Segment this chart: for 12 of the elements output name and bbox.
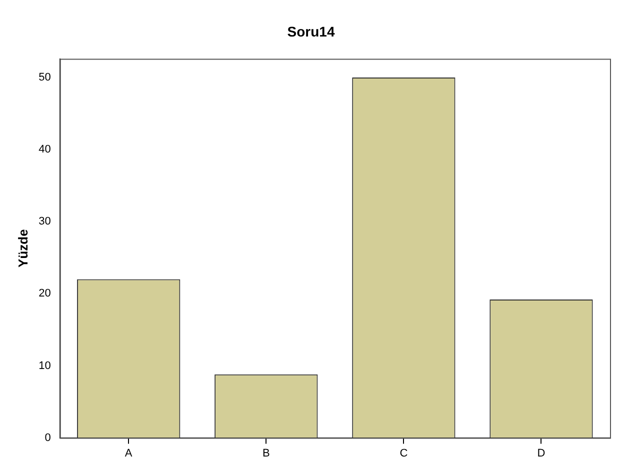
y-tick-label: 20 [38,288,51,300]
y-tick-label: 30 [38,216,51,228]
x-tick-label: B [262,447,270,460]
x-tick-label: C [400,447,408,460]
x-tick-label: D [537,447,546,460]
y-tick-label: 50 [38,72,51,84]
y-tick-label: 10 [38,360,51,372]
y-tick-label: 0 [44,432,51,444]
x-tick-label: A [124,447,133,460]
y-tick-label: 40 [38,144,51,156]
chart-title: Soru14 [287,23,335,40]
y-axis-title: Yüzde [15,229,30,268]
